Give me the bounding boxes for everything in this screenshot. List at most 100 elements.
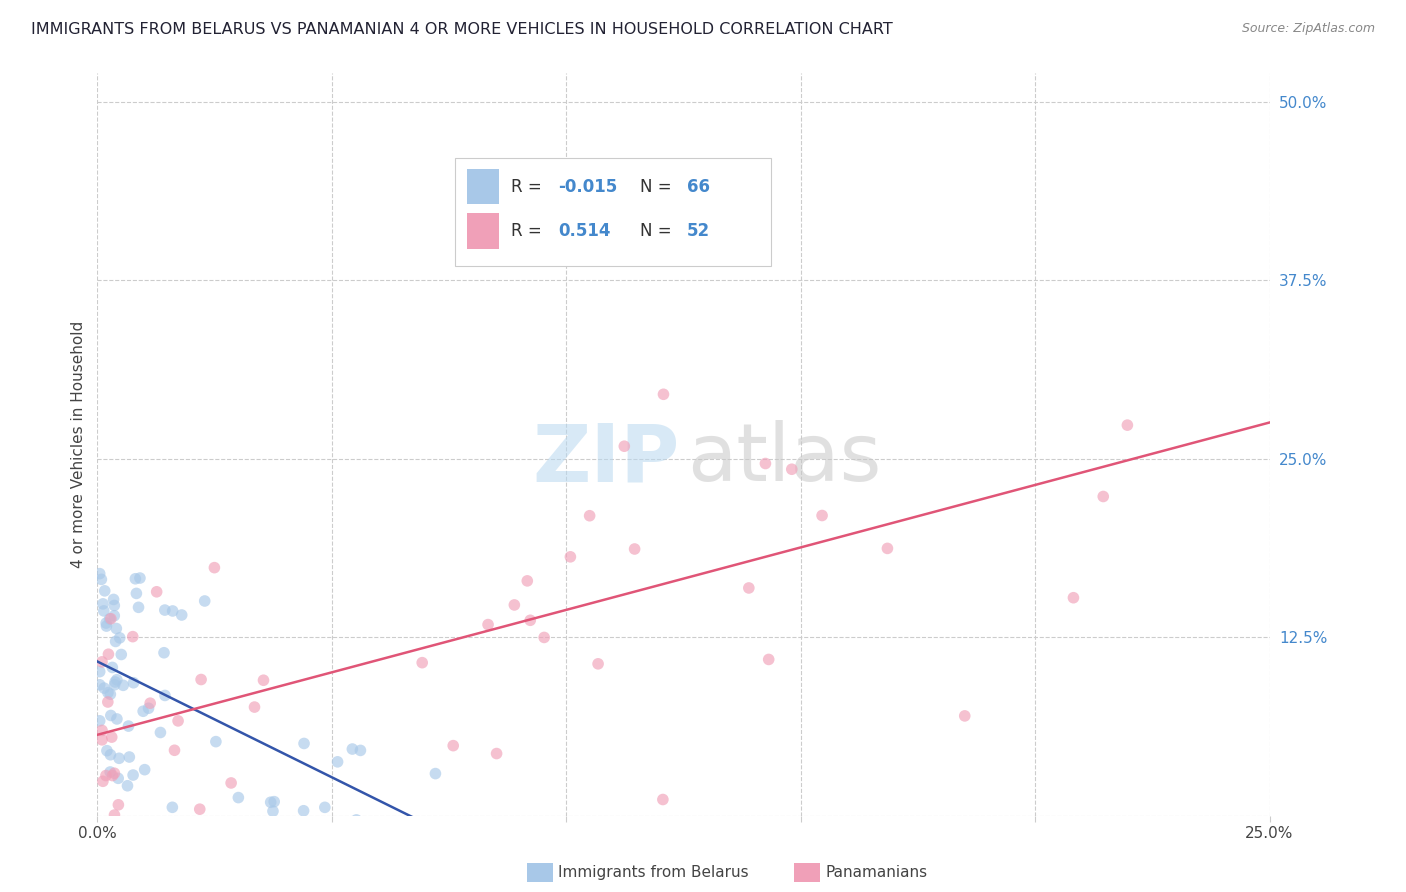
Point: [138, 701, 160, 715]
Point: [93, 604, 115, 618]
Point: [613, 439, 636, 453]
Point: [188, 802, 211, 816]
Point: [623, 541, 645, 556]
Point: [112, 678, 135, 692]
Point: [780, 462, 803, 476]
Point: [425, 766, 447, 780]
Point: [104, 634, 127, 648]
Point: [953, 709, 976, 723]
Point: [441, 739, 464, 753]
Point: [107, 797, 129, 812]
Point: [122, 675, 145, 690]
Point: [1092, 490, 1115, 504]
Point: [194, 594, 217, 608]
Point: [477, 617, 499, 632]
Point: [103, 808, 125, 822]
Point: [519, 613, 541, 627]
Point: [100, 747, 122, 762]
Point: [411, 656, 433, 670]
Text: 52: 52: [688, 222, 710, 240]
Point: [134, 763, 156, 777]
Point: [98, 764, 121, 779]
Point: [1116, 418, 1139, 433]
Point: [263, 795, 285, 809]
Point: [101, 768, 124, 782]
Point: [314, 800, 336, 814]
Point: [91, 774, 114, 789]
Text: N =: N =: [640, 178, 676, 195]
Point: [105, 622, 128, 636]
Point: [96, 619, 118, 633]
Point: [503, 598, 526, 612]
Text: Source: ZipAtlas.com: Source: ZipAtlas.com: [1241, 22, 1375, 36]
Point: [94, 768, 117, 782]
Point: [97, 695, 120, 709]
Text: N =: N =: [640, 222, 676, 240]
Text: -0.015: -0.015: [558, 178, 617, 195]
Text: atlas: atlas: [688, 420, 882, 499]
Point: [94, 615, 117, 630]
Point: [124, 572, 146, 586]
Point: [228, 790, 250, 805]
Point: [652, 387, 675, 401]
Point: [103, 592, 125, 607]
Point: [738, 581, 761, 595]
Point: [162, 604, 184, 618]
Point: [344, 813, 367, 827]
Point: [586, 657, 609, 671]
Point: [117, 719, 139, 733]
FancyBboxPatch shape: [456, 159, 772, 266]
Text: IMMIGRANTS FROM BELARUS VS PANAMANIAN 4 OR MORE VEHICLES IN HOUSEHOLD CORRELATIO: IMMIGRANTS FROM BELARUS VS PANAMANIAN 4 …: [31, 22, 893, 37]
FancyBboxPatch shape: [467, 169, 499, 204]
Point: [162, 800, 184, 814]
Point: [104, 675, 127, 690]
Point: [262, 804, 284, 818]
Point: [516, 574, 538, 588]
Point: [153, 603, 176, 617]
Point: [89, 566, 111, 581]
Point: [533, 631, 555, 645]
Point: [292, 736, 315, 750]
Point: [728, 194, 751, 209]
Point: [170, 607, 193, 622]
Point: [108, 631, 131, 645]
Point: [97, 647, 120, 661]
Point: [110, 648, 132, 662]
Point: [758, 652, 780, 666]
Point: [103, 599, 125, 613]
Point: [89, 665, 111, 679]
Point: [91, 597, 114, 611]
Point: [108, 751, 131, 765]
Text: R =: R =: [512, 222, 547, 240]
Point: [103, 766, 125, 780]
Text: ZIP: ZIP: [533, 420, 681, 499]
Point: [125, 586, 148, 600]
Point: [292, 804, 315, 818]
Point: [93, 583, 115, 598]
Point: [349, 743, 371, 757]
Text: Panamanians: Panamanians: [825, 865, 928, 880]
Point: [651, 792, 673, 806]
Point: [132, 704, 155, 718]
Text: 0.514: 0.514: [558, 222, 610, 240]
Point: [202, 560, 225, 574]
Point: [190, 673, 212, 687]
Point: [103, 608, 125, 623]
Point: [104, 678, 127, 692]
Point: [117, 779, 139, 793]
Text: Immigrants from Belarus: Immigrants from Belarus: [558, 865, 749, 880]
Point: [96, 744, 118, 758]
Point: [98, 612, 121, 626]
Point: [93, 681, 115, 695]
Point: [97, 685, 120, 699]
Point: [129, 571, 152, 585]
Point: [141, 818, 163, 832]
Point: [876, 541, 898, 556]
Point: [128, 600, 150, 615]
Point: [91, 723, 114, 738]
Point: [1062, 591, 1084, 605]
Point: [153, 646, 176, 660]
Point: [118, 750, 141, 764]
Point: [90, 573, 112, 587]
Point: [153, 689, 176, 703]
